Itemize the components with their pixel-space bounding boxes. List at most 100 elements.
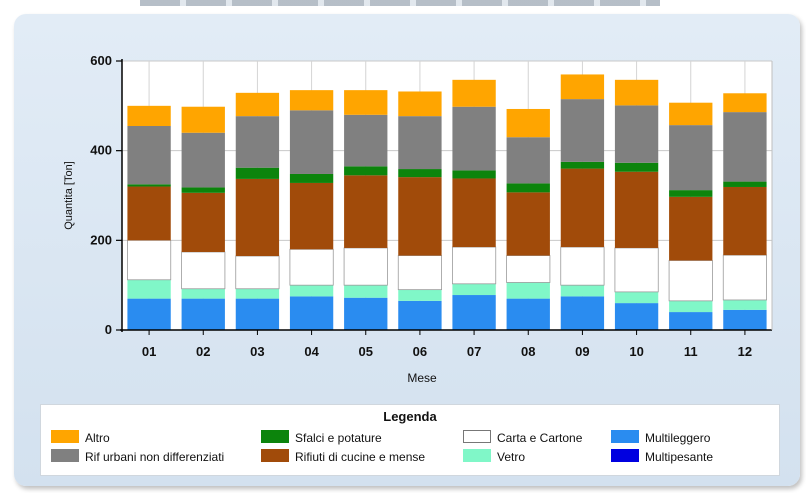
bar-segment bbox=[560, 285, 605, 297]
bar-segment bbox=[127, 105, 171, 127]
bar-segment bbox=[614, 105, 659, 163]
bar-segment bbox=[181, 106, 225, 133]
legend-item-vetro: Vetro bbox=[463, 449, 525, 464]
legend-item-altro: Altro bbox=[51, 430, 110, 445]
bar-segment bbox=[181, 192, 225, 252]
bar-segment bbox=[127, 298, 171, 330]
y-tick-label: 600 bbox=[90, 53, 112, 68]
legend-title: Legenda bbox=[383, 409, 437, 424]
bar-segment bbox=[560, 99, 605, 162]
bar-segment bbox=[452, 295, 496, 330]
bar-segment bbox=[397, 255, 442, 291]
bar-segment bbox=[344, 90, 388, 115]
bar-segment bbox=[560, 296, 605, 330]
legend-item-multileggero: Multileggero bbox=[611, 430, 710, 445]
bar-segment bbox=[669, 196, 713, 261]
bar-segment bbox=[235, 255, 280, 290]
bar-segment bbox=[127, 279, 171, 299]
x-tick-label: 12 bbox=[738, 344, 752, 359]
bar-segment bbox=[723, 181, 767, 187]
bar-segment bbox=[344, 166, 388, 176]
x-tick-label: 05 bbox=[359, 344, 373, 359]
legend-swatch bbox=[611, 449, 639, 462]
legend-item-multipesante: Multipesante bbox=[611, 449, 713, 464]
legend-item-sfalci: Sfalci e potature bbox=[261, 430, 382, 445]
y-tick-label: 200 bbox=[90, 232, 112, 247]
bar-segment bbox=[669, 300, 713, 313]
bar-segment bbox=[614, 79, 659, 106]
bar-segment bbox=[723, 186, 767, 256]
bar-segment bbox=[398, 300, 442, 330]
legend-swatch bbox=[261, 449, 289, 462]
bar-segment bbox=[506, 137, 550, 184]
bar-segment bbox=[398, 169, 442, 178]
bar-segment bbox=[560, 246, 605, 286]
bar-segment bbox=[343, 247, 388, 286]
legend-item-rifiuti-cucine: Rifiuti di cucine e mense bbox=[261, 449, 425, 464]
bar-segment bbox=[723, 309, 767, 330]
bar-segment bbox=[398, 289, 442, 301]
bar-segment bbox=[669, 102, 713, 126]
bar-segment bbox=[506, 183, 550, 193]
legend-item-carta: Carta e Cartone bbox=[463, 430, 582, 445]
y-tick-label: 400 bbox=[90, 143, 112, 158]
bar-segment bbox=[289, 182, 334, 250]
bar-segment bbox=[289, 110, 334, 174]
bar-segment bbox=[344, 175, 388, 248]
bar-segment bbox=[398, 177, 442, 256]
bar-segment bbox=[127, 239, 172, 281]
legend-swatch bbox=[611, 430, 639, 443]
bar-segment bbox=[669, 190, 713, 197]
x-tick-label: 04 bbox=[304, 344, 319, 359]
x-tick-label: 09 bbox=[575, 344, 589, 359]
bar-segment bbox=[614, 247, 659, 293]
bar-segment bbox=[398, 91, 442, 117]
bar-segment bbox=[560, 168, 605, 248]
legend-item-rif-urbani: Rif urbani non differenziati bbox=[51, 449, 224, 464]
bar-segment bbox=[344, 114, 388, 167]
bar-segment bbox=[127, 184, 171, 187]
x-tick-label: 01 bbox=[142, 344, 156, 359]
bar-segment bbox=[614, 303, 659, 330]
bar-segment bbox=[235, 92, 280, 117]
bar-segment bbox=[127, 126, 171, 185]
bar-segment bbox=[452, 79, 496, 107]
bar-segment bbox=[614, 291, 659, 304]
top-decoration bbox=[140, 0, 660, 6]
bar-segment bbox=[235, 178, 280, 257]
legend-swatch bbox=[463, 449, 491, 462]
legend-swatch bbox=[261, 430, 289, 443]
legend-swatch bbox=[463, 430, 491, 443]
bar-segment bbox=[452, 178, 496, 248]
bar-segment bbox=[344, 285, 388, 298]
bar-segment bbox=[398, 116, 442, 170]
legend-swatch bbox=[51, 449, 79, 462]
bar-segment bbox=[614, 162, 659, 172]
bar-segment bbox=[235, 167, 280, 179]
x-tick-label: 10 bbox=[629, 344, 643, 359]
bar-segment bbox=[506, 298, 550, 330]
bar-segment bbox=[452, 246, 497, 285]
bar-segment bbox=[344, 297, 388, 330]
bar-segment bbox=[289, 248, 334, 286]
bar-segment bbox=[506, 192, 550, 256]
bar-segment bbox=[235, 116, 280, 168]
bar-segment bbox=[235, 298, 280, 330]
x-axis-label: Mese bbox=[407, 371, 437, 385]
legend-swatch bbox=[51, 430, 79, 443]
x-tick-label: 06 bbox=[413, 344, 427, 359]
bar-segment bbox=[669, 312, 713, 330]
stacked-bar-chart: 0 200 400 600 01 02 03 04 05 06 07 08 09 10 11 12 Mese Qu… bbox=[63, 53, 773, 385]
bar-segment bbox=[235, 288, 280, 299]
x-tick-label: 08 bbox=[521, 344, 535, 359]
bar-segment bbox=[669, 125, 713, 191]
bar-segment bbox=[452, 283, 496, 296]
bar-segment bbox=[723, 299, 767, 310]
bar-segment bbox=[452, 106, 496, 171]
y-axis-label: Quantita [Ton] bbox=[63, 161, 75, 230]
bar-segment bbox=[560, 161, 605, 169]
bar-segment bbox=[668, 260, 713, 302]
bar-segment bbox=[181, 298, 225, 330]
x-tick-label: 11 bbox=[684, 344, 698, 359]
plot-area bbox=[122, 61, 772, 330]
